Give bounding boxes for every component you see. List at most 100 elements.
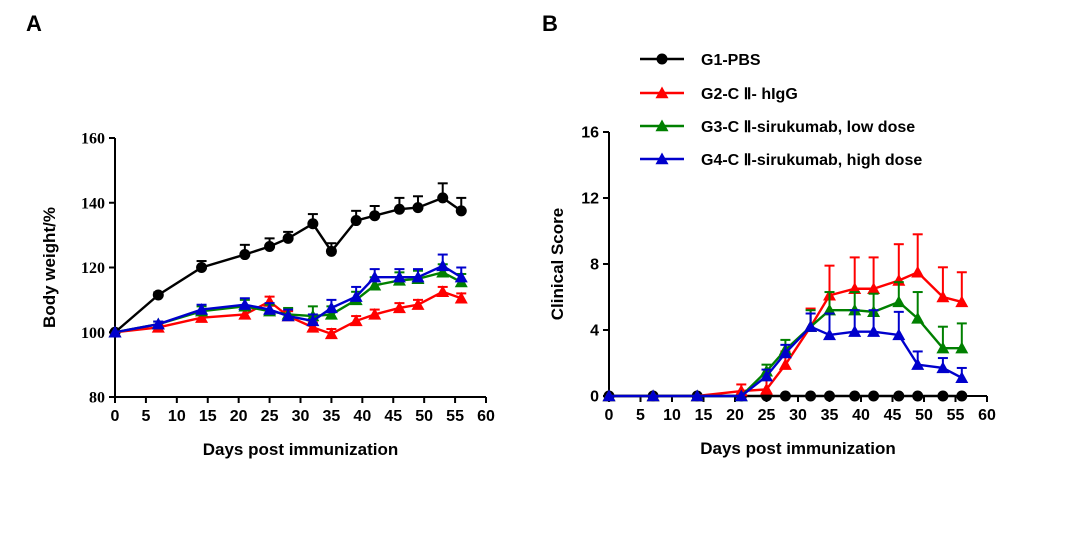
data-point [824,390,835,402]
data-point [955,371,969,384]
x-tick-label: 20 [230,408,248,425]
x-tick-label: 5 [141,408,150,425]
data-point [411,298,425,310]
series-line [114,264,462,334]
series-line [609,325,963,398]
x-tick-label: 10 [663,407,681,424]
data-point [325,245,337,257]
x-tick-label: 0 [111,408,120,425]
y-tick-label: 12 [581,191,599,208]
data-point [324,307,338,320]
data-point [849,390,861,402]
y-tick-label: 8 [590,257,599,274]
x-tick-label: 5 [636,407,645,424]
series-4 [108,253,468,338]
data-point [324,301,338,314]
series-line [114,271,462,334]
series-3 [602,281,969,402]
series-4 [602,309,969,402]
y-tick-label: 0 [590,389,599,406]
data-point [937,390,949,402]
y-axis-title: Clinical Score [548,208,567,320]
data-point [936,290,950,303]
data-point [307,218,319,230]
data-point [454,270,468,283]
data-point [264,240,276,252]
x-tick-label: 40 [353,408,371,425]
data-point [349,314,363,327]
data-point [955,295,969,308]
panel-a-body-weight-chart: 80 100 120 140 160 0 5 10 15 20 25 30 35 40 45 50 55 60 Da… [40,131,495,460]
x-tick-label: 20 [726,407,744,424]
data-point [779,390,791,402]
data-point [411,270,425,283]
data-point [602,389,616,402]
panel-a-letter: A [26,11,42,36]
legend-label: G2-C Ⅱ- hIgG [701,86,798,103]
y-tick-label: 160 [81,131,105,148]
data-point [152,289,164,301]
y-tick-label: 16 [581,125,599,142]
data-point [436,285,450,297]
data-point [778,358,792,370]
data-point [848,282,862,294]
data-point [805,390,817,402]
legend-marker [656,53,668,65]
data-point [412,202,424,214]
data-point [936,341,950,354]
legend-label: G3-C Ⅱ-sirukumab, low dose [701,119,915,136]
data-point [955,341,969,354]
data-point [350,215,362,227]
x-tick-label: 0 [605,407,614,424]
data-point [238,307,252,320]
data-point [393,203,405,215]
x-tick-label: 35 [323,408,341,425]
y-tick-label: 100 [81,325,105,342]
data-point [151,317,165,330]
x-tick-label: 55 [446,408,464,425]
legend-marker [655,152,669,165]
x-tick-label: 50 [415,408,433,425]
data-point [646,389,660,402]
panel-b-clinical-score-chart: 0 4 8 12 16 0 5 10 15 20 25 30 35 40 45 50 55 60 Days post… [548,125,996,459]
y-tick-label: 120 [81,260,105,277]
x-tick-label: 25 [758,407,776,424]
data-point [437,192,449,204]
data-point [324,327,338,340]
data-point [760,369,773,382]
data-point [368,278,382,291]
legend-marker [655,86,669,99]
y-axis-title: Body weight/% [40,207,59,328]
data-point [195,311,209,323]
x-tick-label: 55 [947,407,965,424]
legend-label: G1-PBS [701,52,761,69]
x-tick-label: 25 [261,408,279,425]
data-point [912,390,924,402]
data-point [867,325,881,337]
data-point [306,320,320,333]
y-tick-label: 4 [590,323,599,340]
x-tick-label: 15 [199,408,217,425]
x-tick-label: 45 [384,408,402,425]
data-point [436,259,450,272]
data-point [760,382,773,395]
data-point [238,298,252,310]
data-point [263,303,277,315]
data-point [306,314,320,327]
data-point [368,270,382,283]
panel-b-letter: B [542,11,558,36]
data-point [392,270,406,283]
x-tick-label: 45 [884,407,902,424]
data-point [369,210,381,222]
data-point [239,249,251,261]
x-axis-title: Days post immunization [700,439,896,458]
data-point [196,262,208,273]
x-tick-label: 15 [695,407,713,424]
data-point [734,389,748,402]
x-axis-title: Days post immunization [203,440,399,459]
series-line [609,270,963,398]
legend: G1-PBS G2-C Ⅱ- hIgG G3-C Ⅱ-sirukumab, low … [640,52,922,169]
data-point [867,282,881,294]
